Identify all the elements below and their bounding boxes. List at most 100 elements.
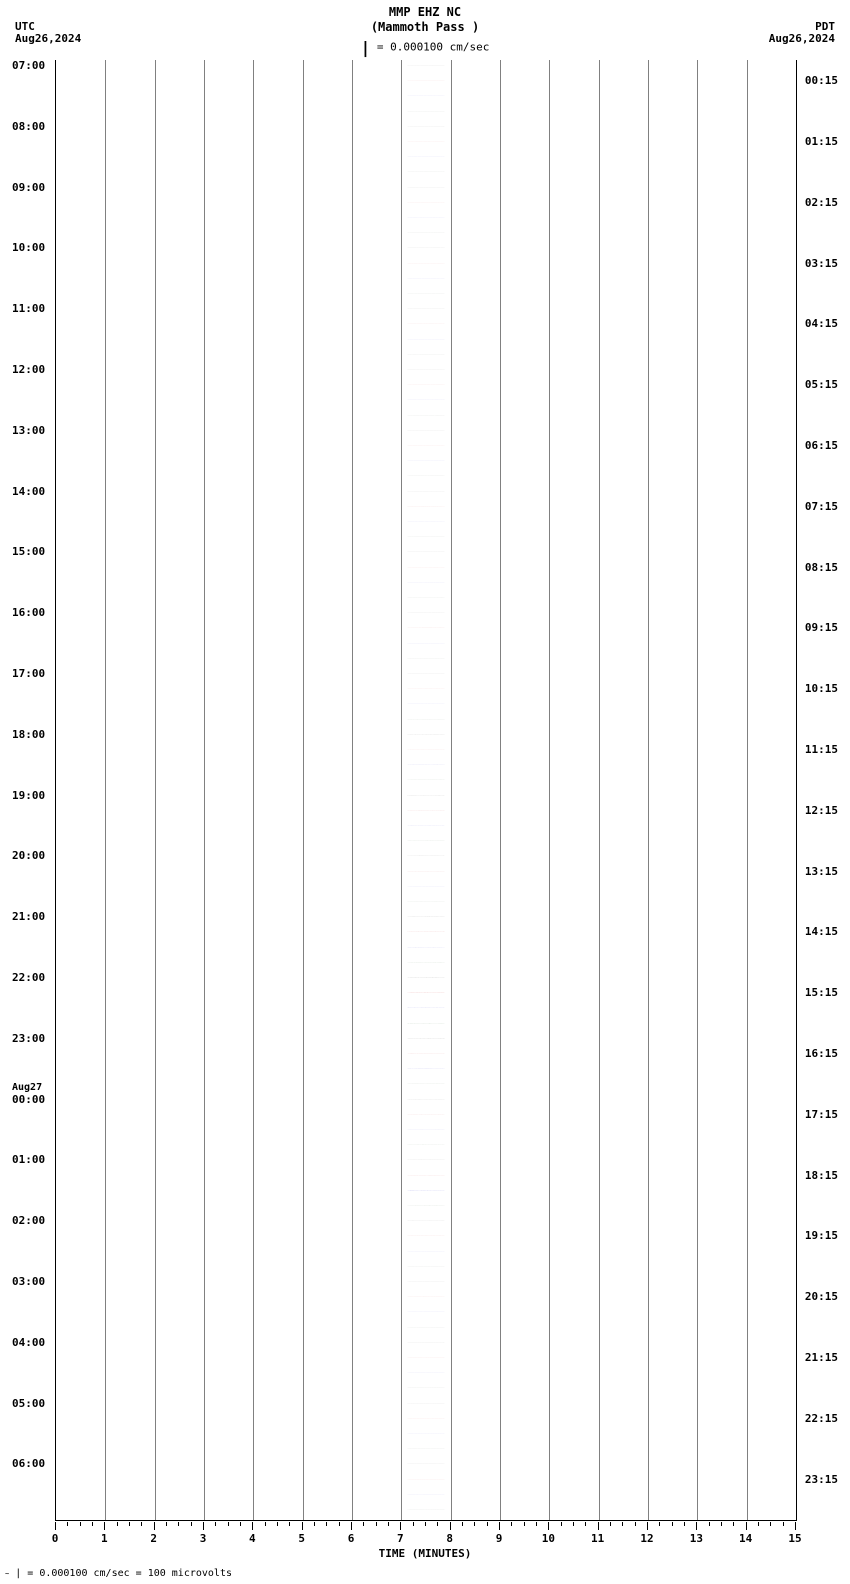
seismic-trace	[56, 1053, 796, 1054]
seismic-trace	[56, 80, 796, 81]
x-tick	[400, 1522, 401, 1530]
seismic-trace	[56, 263, 796, 264]
x-tick-minor	[585, 1522, 586, 1526]
x-tick-minor	[783, 1522, 784, 1526]
seismic-trace	[56, 1099, 796, 1100]
x-tick-label: 13	[690, 1532, 703, 1545]
seismic-trace	[56, 1144, 796, 1145]
x-tick-minor	[709, 1522, 710, 1526]
x-tick-label: 11	[591, 1532, 604, 1545]
utc-hour-label: 07:00	[12, 59, 45, 72]
pdt-hour-label: 06:15	[805, 439, 838, 452]
grid-vertical	[747, 60, 748, 1520]
seismic-trace	[56, 491, 796, 492]
seismic-trace	[56, 399, 796, 400]
x-tick-minor	[376, 1522, 377, 1526]
seismic-trace	[56, 734, 796, 735]
seismic-trace	[56, 308, 796, 309]
grid-vertical	[648, 60, 649, 1520]
x-tick	[647, 1522, 648, 1530]
utc-hour-label: 08:00	[12, 120, 45, 133]
x-tick	[450, 1522, 451, 1530]
grid-vertical	[155, 60, 156, 1520]
x-tick	[55, 1522, 56, 1530]
x-tick-minor	[425, 1522, 426, 1526]
x-tick-minor	[511, 1522, 512, 1526]
seismic-trace	[56, 1509, 796, 1510]
pdt-hour-label: 15:15	[805, 986, 838, 999]
utc-hour-label: 06:00	[12, 1457, 45, 1470]
seismic-trace	[56, 111, 796, 112]
pdt-hour-label: 16:15	[805, 1047, 838, 1060]
seismic-trace	[56, 1357, 796, 1358]
x-tick-minor	[733, 1522, 734, 1526]
station-title: MMP EHZ NC	[0, 5, 850, 19]
seismic-trace	[56, 795, 796, 796]
seismic-trace	[56, 1479, 796, 1480]
date-right: Aug26,2024	[769, 32, 835, 45]
seismic-trace	[56, 1007, 796, 1008]
x-tick-minor	[610, 1522, 611, 1526]
seismic-trace	[56, 977, 796, 978]
seismic-trace	[56, 901, 796, 902]
seismic-trace	[56, 825, 796, 826]
pdt-hour-label: 18:15	[805, 1169, 838, 1182]
x-axis-title: TIME (MINUTES)	[55, 1547, 795, 1560]
grid-vertical	[401, 60, 402, 1520]
seismic-trace	[56, 673, 796, 674]
seismic-trace	[56, 551, 796, 552]
seismic-trace	[56, 1266, 796, 1267]
seismic-trace	[56, 764, 796, 765]
seismic-trace	[56, 1159, 796, 1160]
x-tick-minor	[141, 1522, 142, 1526]
seismic-trace	[56, 1296, 796, 1297]
header-scale: | = 0.000100 cm/sec	[0, 38, 850, 57]
pdt-hour-label: 01:15	[805, 135, 838, 148]
x-tick-minor	[67, 1522, 68, 1526]
x-tick-minor	[215, 1522, 216, 1526]
seismic-trace	[56, 460, 796, 461]
x-tick-minor	[363, 1522, 364, 1526]
x-tick-minor	[314, 1522, 315, 1526]
seismic-trace	[56, 1038, 796, 1039]
pdt-hour-label: 07:15	[805, 500, 838, 513]
x-tick	[252, 1522, 253, 1530]
seismic-trace	[56, 278, 796, 279]
grid-vertical	[549, 60, 550, 1520]
seismic-trace	[56, 1068, 796, 1069]
pdt-hour-label: 03:15	[805, 257, 838, 270]
seismic-trace	[56, 612, 796, 613]
utc-hour-label: 22:00	[12, 971, 45, 984]
x-tick-minor	[228, 1522, 229, 1526]
seismic-trace	[56, 1205, 796, 1206]
seismic-trace	[56, 779, 796, 780]
seismic-trace	[56, 1372, 796, 1373]
seismic-trace	[56, 1387, 796, 1388]
seismic-trace	[56, 1448, 796, 1449]
seismic-trace	[56, 1327, 796, 1328]
seismic-trace	[56, 323, 796, 324]
x-tick	[302, 1522, 303, 1530]
seismic-trace	[56, 810, 796, 811]
utc-hour-label: 21:00	[12, 910, 45, 923]
seismic-trace	[56, 1235, 796, 1236]
seismogram-container: MMP EHZ NC (Mammoth Pass ) | = 0.000100 …	[0, 0, 850, 1584]
utc-hour-label: 13:00	[12, 424, 45, 437]
x-tick-minor	[684, 1522, 685, 1526]
x-tick	[499, 1522, 500, 1530]
footer-scale: ~ | = 0.000100 cm/sec = 100 microvolts	[5, 1568, 232, 1579]
x-tick	[795, 1522, 796, 1530]
pdt-hour-label: 14:15	[805, 925, 838, 938]
x-tick-label: 6	[348, 1532, 355, 1545]
seismic-trace	[56, 688, 796, 689]
pdt-hour-label: 02:15	[805, 196, 838, 209]
x-tick-minor	[326, 1522, 327, 1526]
seismic-trace	[56, 582, 796, 583]
utc-hour-label: 05:00	[12, 1397, 45, 1410]
utc-hour-label: 23:00	[12, 1032, 45, 1045]
x-tick-minor	[289, 1522, 290, 1526]
x-tick	[746, 1522, 747, 1530]
x-tick-minor	[462, 1522, 463, 1526]
x-tick-minor	[573, 1522, 574, 1526]
x-tick-minor	[166, 1522, 167, 1526]
